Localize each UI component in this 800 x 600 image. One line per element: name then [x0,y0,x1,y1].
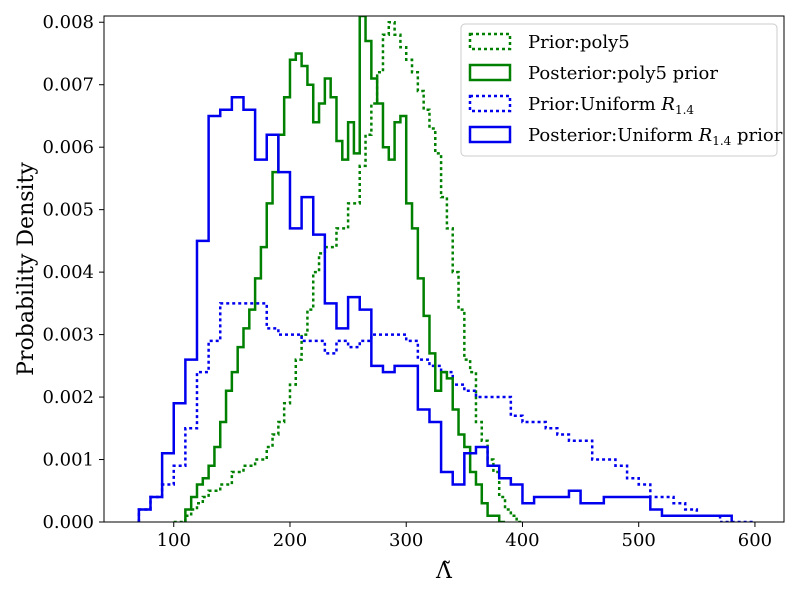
legend-label-1: Posterior:poly5 prior [528,63,718,84]
x-tick-label: 600 [738,530,772,551]
legend: Prior:poly5 Posterior:poly5 prior Prior:Un… [460,23,783,157]
legend-box [460,23,778,157]
legend-label-0: Prior:poly5 [528,32,630,53]
y-tick-label: 0.001 [42,450,94,471]
y-axis-label: Probability Density [14,162,39,376]
y-tick-label: 0.008 [42,12,94,33]
legend-label-2: Prior:Uniform R1.4 [528,94,694,117]
x-axis-label: Λ̃ [435,559,453,584]
y-axis-ticks: 0.000 0.001 0.002 0.003 0.004 0.005 0.006 0.007… [42,12,104,533]
series-line-3 [137,95,733,522]
y-tick-label: 0.007 [42,75,94,96]
legend-handle-2 [468,94,512,113]
y-tick-label: 0.006 [42,137,94,158]
legend-handle-3 [468,125,512,144]
x-tick-label: 300 [389,530,423,551]
y-tick-label: 0.003 [42,325,94,346]
x-tick-label: 400 [505,530,539,551]
y-tick-label: 0.002 [42,387,94,408]
y-tick-label: 0.004 [42,262,94,283]
x-tick-label: 100 [157,530,191,551]
plot-frame [103,15,785,523]
legend-handle-1 [468,63,512,82]
series-line-1 [184,16,506,522]
series-layer [137,16,755,522]
legend-handle-0 [468,32,512,51]
x-tick-label: 200 [273,530,307,551]
y-tick-label: 0.005 [42,200,94,221]
x-axis-ticks: 100 200 300 400 500 600 [157,522,772,551]
legend-label-3: Posterior:Uniform R1.4 prior [528,125,783,148]
series-line-0 [173,21,523,522]
series-line-2 [137,302,755,522]
y-tick-label: 0.000 [42,512,94,533]
x-tick-label: 500 [622,530,656,551]
